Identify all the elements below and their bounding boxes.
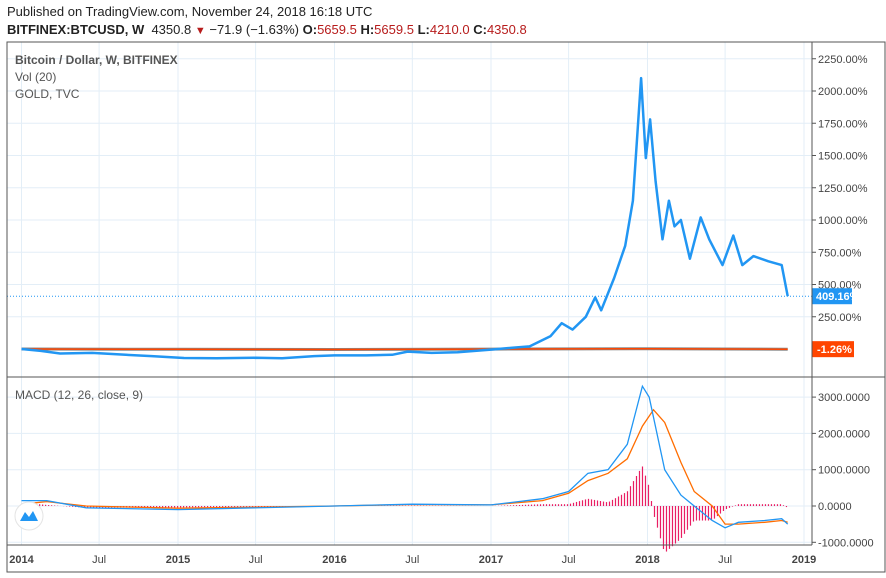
legend-gold: GOLD, TVC bbox=[15, 87, 80, 101]
high-value: 5659.5 bbox=[374, 22, 414, 37]
price-tick-label: 250.00% bbox=[818, 312, 862, 324]
outer-frame bbox=[6, 41, 886, 573]
symbol: BITFINEX:BTCUSD, W bbox=[7, 22, 145, 37]
low-label: L: bbox=[417, 22, 430, 37]
price-tick-label: 1750.00% bbox=[818, 118, 868, 130]
time-tick-label: Jul bbox=[92, 554, 106, 566]
time-tick-label: 2015 bbox=[166, 554, 190, 566]
price-tick-label: 2000.00% bbox=[818, 86, 868, 98]
macd-tick-label: 3000.0000 bbox=[818, 392, 870, 404]
macd-line bbox=[21, 384, 789, 529]
gold-series-line bbox=[21, 347, 788, 351]
time-tick-label: Jul bbox=[562, 554, 576, 566]
close-value: 4350.8 bbox=[486, 22, 527, 37]
time-tick-label: 2017 bbox=[479, 554, 503, 566]
legend-vol: Vol (20) bbox=[15, 70, 56, 84]
macd-tick-label: 0.0000 bbox=[818, 501, 852, 513]
time-tick-label: 2014 bbox=[9, 554, 34, 566]
price-tick-label: 1500.00% bbox=[818, 151, 868, 163]
gold-last-badge bbox=[812, 341, 854, 358]
btc-series-line bbox=[21, 76, 789, 360]
time-tick-label: Jul bbox=[405, 554, 419, 566]
price-tick-label: 1250.00% bbox=[818, 183, 868, 195]
open-label: O: bbox=[302, 22, 318, 37]
price-tick-label: 1000.00% bbox=[818, 215, 868, 227]
time-tick-label: Jul bbox=[249, 554, 263, 566]
time-tick-label: 2019 bbox=[792, 554, 816, 566]
macd-tick-label: 1000.0000 bbox=[818, 465, 870, 477]
btc-last-badge bbox=[812, 288, 852, 305]
open-value: 5659.5 bbox=[317, 22, 357, 37]
down-triangle-icon: ▼ bbox=[194, 25, 206, 37]
price-tick-label: 2250.00% bbox=[818, 54, 868, 66]
ohlc-line: BITFINEX:BTCUSD, W 4350.8 ▼ −71.9 (−1.63… bbox=[7, 22, 527, 37]
legend-main: Bitcoin / Dollar, W, BITFINEX bbox=[15, 53, 178, 67]
gold-last-value: -1.26% bbox=[817, 344, 852, 356]
last-price: 4350.8 bbox=[151, 22, 192, 37]
high-label: H: bbox=[360, 22, 375, 37]
low-value: 4210.0 bbox=[429, 22, 470, 37]
time-tick-label: 2016 bbox=[322, 554, 346, 566]
macd-tick-label: 2000.0000 bbox=[818, 428, 870, 440]
time-tick-label: Jul bbox=[718, 554, 732, 566]
time-tick-label: 2018 bbox=[635, 554, 659, 566]
macd-tick-label: -1000.0000 bbox=[818, 537, 874, 549]
tradingview-logo bbox=[14, 501, 44, 531]
close-label: C: bbox=[473, 22, 487, 37]
published-line: Published on TradingView.com, November 2… bbox=[7, 4, 373, 19]
change: −71.9 (−1.63%) bbox=[209, 22, 299, 37]
price-tick-label: 750.00% bbox=[818, 247, 862, 259]
btc-last-value: 409.16% bbox=[816, 291, 860, 303]
legend-macd: MACD (12, 26, close, 9) bbox=[15, 388, 143, 402]
